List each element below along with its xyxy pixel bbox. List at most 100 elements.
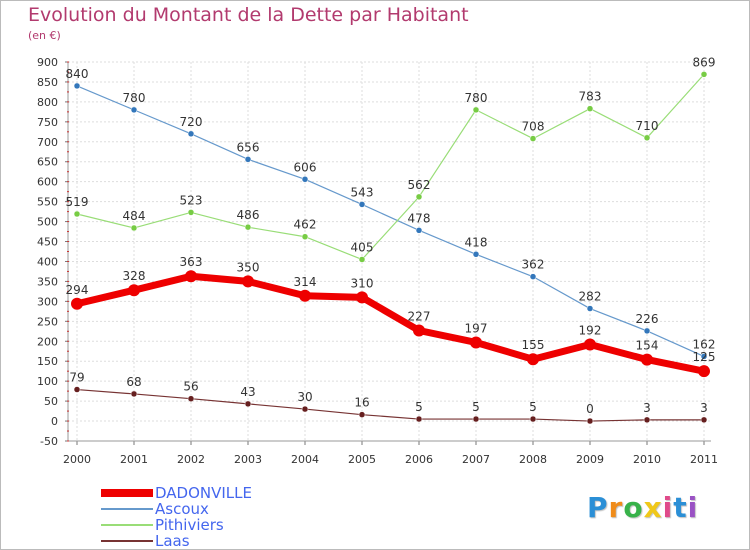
legend-label: Pithiviers — [155, 516, 224, 534]
data-label-laas: 30 — [297, 390, 312, 404]
y-tick-label: 50 — [44, 395, 58, 408]
data-label-ascoux: 282 — [579, 290, 602, 304]
y-tick-label: 650 — [37, 156, 58, 169]
data-point-ascoux — [586, 305, 594, 312]
data-point-pithiviers — [643, 134, 651, 142]
data-point-pithiviers — [130, 224, 138, 232]
x-tick-label: 2003 — [234, 453, 262, 466]
x-tick-label: 2001 — [120, 453, 148, 466]
data-point-ascoux — [415, 227, 423, 234]
y-tick-label: 400 — [37, 255, 58, 268]
data-label-ascoux: 478 — [408, 211, 431, 225]
x-tick-label: 2007 — [462, 453, 490, 466]
data-point-pithiviers — [529, 135, 537, 142]
logo-letter: o — [623, 491, 644, 524]
series-line-pithiviers — [76, 73, 705, 261]
legend-item-pithiviers: Pithiviers — [101, 517, 252, 533]
data-point-laas — [643, 416, 651, 424]
data-label-dadonville: 294 — [66, 283, 89, 297]
chart-title: Evolution du Montant de la Dette par Hab… — [28, 4, 469, 26]
data-point-pithiviers — [301, 233, 309, 240]
data-label-dadonville: 328 — [123, 269, 146, 283]
data-label-ascoux: 780 — [123, 91, 146, 105]
data-point-pithiviers — [244, 223, 252, 231]
y-tick-label: 700 — [37, 136, 58, 149]
legend-item-ascoux: Ascoux — [101, 501, 252, 517]
x-tick-label: 2008 — [519, 453, 547, 466]
data-point-dadonville — [641, 353, 653, 366]
chart-subtitle: (en €) — [28, 29, 61, 42]
x-tick-label: 2004 — [291, 453, 319, 466]
data-label-laas: 5 — [529, 400, 537, 414]
x-tick-label: 2005 — [348, 453, 376, 466]
data-label-ascoux: 362 — [522, 258, 545, 272]
legend-swatch — [101, 489, 153, 497]
data-label-ascoux: 543 — [351, 185, 374, 199]
legend-item-dadonville: DADONVILLE — [101, 485, 252, 501]
data-label-ascoux: 606 — [294, 160, 317, 174]
data-point-pithiviers — [73, 210, 81, 218]
data-label-laas: 5 — [472, 400, 480, 414]
data-label-ascoux: 226 — [636, 312, 659, 326]
data-point-ascoux — [301, 176, 309, 183]
logo-letter: P — [587, 491, 609, 524]
data-label-pithiviers: 484 — [123, 209, 146, 223]
x-tick-label: 2002 — [177, 453, 205, 466]
y-tick-label: 250 — [37, 315, 58, 328]
x-tick-label: 2010 — [633, 453, 661, 466]
data-point-laas — [130, 390, 138, 398]
data-point-laas — [586, 417, 594, 425]
y-tick-label: 100 — [37, 375, 58, 388]
data-label-dadonville: 363 — [180, 255, 203, 269]
data-label-laas: 79 — [69, 371, 84, 385]
data-point-dadonville — [527, 353, 539, 366]
data-label-pithiviers: 780 — [465, 91, 488, 105]
x-tick-label: 2000 — [63, 453, 91, 466]
legend-swatch — [101, 540, 153, 542]
data-point-dadonville — [242, 275, 254, 288]
data-label-laas: 0 — [586, 402, 594, 416]
data-label-pithiviers: 708 — [522, 120, 545, 134]
x-tick-label: 2009 — [576, 453, 604, 466]
data-label-pithiviers: 519 — [66, 195, 89, 209]
data-point-laas — [301, 405, 309, 413]
legend-label: DADONVILLE — [155, 484, 253, 502]
data-label-dadonville: 310 — [351, 276, 374, 290]
x-tick-label: 2006 — [405, 453, 433, 466]
data-point-ascoux — [643, 327, 651, 335]
plot-area — [68, 62, 711, 441]
y-tick-label: 350 — [37, 275, 58, 288]
y-tick-label: 850 — [37, 76, 58, 89]
y-tick-label: 0 — [51, 415, 58, 428]
data-label-laas: 16 — [354, 396, 369, 410]
data-point-dadonville — [413, 324, 425, 337]
data-label-dadonville: 227 — [408, 309, 431, 323]
data-label-pithiviers: 869 — [693, 55, 716, 69]
data-point-laas — [472, 415, 480, 423]
data-point-ascoux — [244, 156, 252, 163]
data-label-ascoux: 840 — [66, 67, 89, 81]
data-point-ascoux — [187, 130, 195, 138]
data-point-pithiviers — [700, 71, 708, 78]
y-tick-label: 450 — [37, 236, 58, 249]
data-label-pithiviers: 562 — [408, 178, 431, 192]
data-point-ascoux — [358, 201, 366, 208]
data-point-dadonville — [299, 289, 311, 302]
data-label-dadonville: 350 — [237, 260, 260, 274]
series-line-laas — [76, 388, 704, 422]
data-label-laas: 56 — [183, 380, 198, 394]
x-tick-label: 2011 — [690, 453, 718, 466]
data-point-pithiviers — [358, 256, 366, 263]
data-point-dadonville — [584, 338, 596, 351]
legend-label: Laas — [155, 532, 190, 550]
logo-letter: r — [608, 491, 624, 524]
data-label-ascoux: 720 — [180, 115, 203, 129]
data-point-laas — [529, 415, 537, 423]
data-point-ascoux — [700, 353, 708, 360]
data-label-laas: 43 — [240, 385, 255, 399]
y-tick-label: 500 — [37, 216, 58, 229]
data-label-dadonville: 125 — [693, 350, 716, 364]
data-point-dadonville — [128, 284, 140, 297]
data-label-dadonville: 197 — [465, 321, 488, 335]
